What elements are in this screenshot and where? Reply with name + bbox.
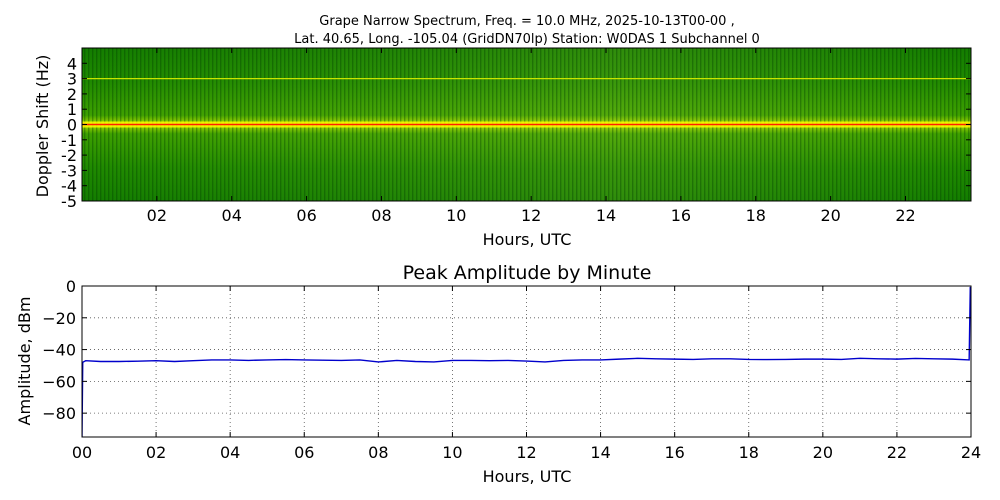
spectrum-y-tick-label: -1 bbox=[61, 131, 77, 150]
amplitude-x-tick-label: 22 bbox=[887, 443, 907, 462]
spectrum-x-axis-label: Hours, UTC bbox=[483, 230, 572, 249]
amplitude-x-tick-label: 18 bbox=[739, 443, 759, 462]
amplitude-x-tick-label: 04 bbox=[220, 443, 240, 462]
amplitude-y-tick-label: −20 bbox=[42, 309, 76, 328]
spectrum-x-tick-label: 04 bbox=[222, 206, 242, 225]
spectrum-y-tick-label: 3 bbox=[67, 70, 77, 89]
amplitude-x-tick-label: 20 bbox=[813, 443, 833, 462]
spectrum-x-tick-label: 06 bbox=[296, 206, 316, 225]
spectrogram bbox=[82, 48, 971, 201]
spectrum-x-tick-label: 22 bbox=[895, 206, 915, 225]
amplitude-series-line bbox=[82, 286, 971, 437]
amplitude-y-tick-label: 0 bbox=[66, 277, 76, 296]
spectrum-y-tick-label: -5 bbox=[61, 192, 77, 211]
spectrum-title-line2: Lat. 40.65, Long. -105.04 (GridDN70lp) S… bbox=[294, 32, 760, 47]
spectrum-x-tick-label: 02 bbox=[147, 206, 167, 225]
amplitude-x-tick-label: 10 bbox=[442, 443, 462, 462]
amplitude-y-tick-label: −40 bbox=[42, 341, 76, 360]
spectrum-x-tick-label: 14 bbox=[596, 206, 616, 225]
spectrum-x-tick-label: 08 bbox=[371, 206, 391, 225]
spectrum-y-axis-label: Doppler Shift (Hz) bbox=[33, 55, 52, 198]
amplitude-x-tick-label: 14 bbox=[590, 443, 610, 462]
spectrum-y-tick-label: 1 bbox=[67, 100, 77, 119]
amplitude-x-tick-label: 02 bbox=[146, 443, 166, 462]
amplitude-y-axis-label: Amplitude, dBm bbox=[15, 297, 34, 426]
amplitude-x-tick-label: 08 bbox=[368, 443, 388, 462]
amplitude-x-tick-label: 12 bbox=[516, 443, 536, 462]
spectrum-x-tick-label: 18 bbox=[746, 206, 766, 225]
amplitude-y-tick-label: −80 bbox=[42, 404, 76, 423]
amplitude-y-tick-label: −60 bbox=[42, 372, 76, 391]
amplitude-x-axis-label: Hours, UTC bbox=[483, 467, 572, 486]
spectrum-y-tick-label: -2 bbox=[61, 146, 77, 165]
amplitude-x-tick-label: 24 bbox=[961, 443, 981, 462]
amplitude-x-tick-label: 06 bbox=[294, 443, 314, 462]
spectrum-x-tick-label: 10 bbox=[446, 206, 466, 225]
spectrum-x-tick-label: 16 bbox=[671, 206, 691, 225]
spectrum-y-tick-label: 2 bbox=[67, 85, 77, 104]
spectrum-x-tick-label: 20 bbox=[820, 206, 840, 225]
spectrum-y-tick-label: 0 bbox=[67, 116, 77, 135]
amplitude-title: Peak Amplitude by Minute bbox=[403, 262, 652, 284]
spectrum-title-line1: Grape Narrow Spectrum, Freq. = 10.0 MHz,… bbox=[319, 14, 734, 29]
spectrum-y-tick-label: -3 bbox=[61, 161, 77, 180]
spectrum-y-tick-label: 4 bbox=[67, 54, 77, 73]
spectrum-y-tick-label: -4 bbox=[61, 177, 77, 196]
amplitude-x-tick-label: 16 bbox=[664, 443, 684, 462]
spectrum-x-tick-label: 12 bbox=[521, 206, 541, 225]
amplitude-x-tick-label: 00 bbox=[72, 443, 92, 462]
